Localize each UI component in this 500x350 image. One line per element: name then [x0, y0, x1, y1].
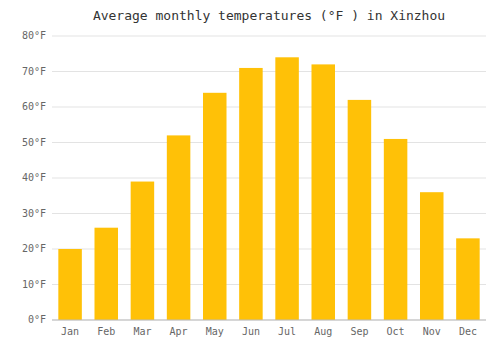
grid-line	[52, 320, 486, 321]
bar	[131, 182, 155, 320]
x-tick-label: Jan	[61, 326, 79, 337]
x-axis-line	[52, 320, 486, 321]
bar	[94, 228, 118, 320]
bar	[58, 249, 82, 320]
y-tick-label: 40°F	[22, 172, 46, 183]
chart-title: Average monthly temperatures (°F ) in Xi…	[93, 8, 445, 23]
x-tick-label: Feb	[97, 326, 115, 337]
chart-svg: 0°F 10°F 20°F 30°F 40°F 50°F 60°F 70°F 80°F Jan Fe…	[0, 0, 500, 350]
bar	[456, 238, 480, 320]
grid-line	[52, 71, 486, 72]
y-tick-label: 10°F	[22, 279, 46, 290]
bar	[167, 135, 191, 320]
chart-container: 0°F 10°F 20°F 30°F 40°F 50°F 60°F 70°F 80°F Jan Fe…	[0, 0, 500, 350]
bar	[420, 192, 444, 320]
bar	[275, 57, 299, 320]
bar	[239, 68, 263, 320]
y-tick-label: 70°F	[22, 66, 46, 77]
grid-line	[52, 36, 486, 37]
y-tick-label: 20°F	[22, 243, 46, 254]
x-tick-label: Oct	[387, 326, 405, 337]
grid-line	[52, 178, 486, 179]
y-tick-label: 50°F	[22, 137, 46, 148]
x-tick-label: Aug	[314, 326, 332, 337]
x-tick-label: Dec	[459, 326, 477, 337]
y-tick-label: 0°F	[28, 314, 46, 325]
bar	[384, 139, 408, 320]
x-tick-label: Jun	[242, 326, 260, 337]
bar	[311, 64, 335, 320]
x-tick-label: Nov	[423, 326, 441, 337]
x-tick-label: Jul	[278, 326, 296, 337]
bars	[58, 57, 479, 320]
y-tick-label: 30°F	[22, 208, 46, 219]
x-tick-label: Mar	[133, 326, 151, 337]
y-tick-label: 80°F	[22, 30, 46, 41]
x-tick-label: Apr	[170, 326, 188, 337]
x-tick-label: May	[206, 326, 224, 337]
y-grid	[52, 36, 486, 320]
bar	[203, 93, 227, 320]
y-tick-label: 60°F	[22, 101, 46, 112]
grid-line	[52, 107, 486, 108]
y-tick-labels: 0°F 10°F 20°F 30°F 40°F 50°F 60°F 70°F 80°F	[22, 30, 46, 325]
grid-line	[52, 142, 486, 143]
x-tick-labels: Jan Feb Mar Apr May Jun Jul Aug Sep Oct Nov Dec	[61, 326, 477, 337]
bar	[348, 100, 372, 320]
x-tick-label: Sep	[350, 326, 368, 337]
